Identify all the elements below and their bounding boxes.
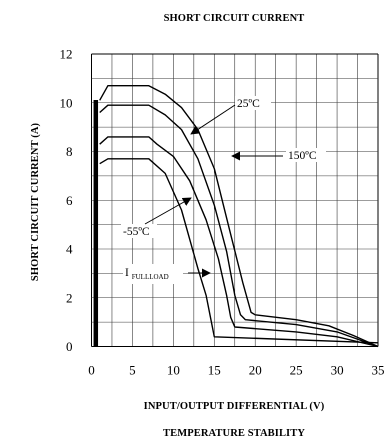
label-minus55c: -55ºC (123, 226, 150, 238)
arrow-minus55c (144, 197, 192, 225)
x-tick-label: 25 (290, 363, 303, 378)
x-tick-label: 0 (88, 363, 95, 378)
x-tick-label: 30 (331, 363, 344, 378)
series-group (99, 85, 379, 348)
label-25c: 25ºC (237, 98, 260, 110)
arrow-25c (190, 104, 236, 135)
annotations: 25ºC 150ºC -55ºC I FULLLOAD (121, 96, 326, 284)
series-line-25-c (99, 85, 379, 348)
series-line-150-c (99, 104, 379, 348)
tick-labels: 0 5 10 15 20 25 30 35 0 2 4 6 8 10 12 (60, 47, 385, 378)
label-ifullload-subscript: FULLLOAD (132, 273, 169, 281)
x-tick-label: 5 (129, 363, 136, 378)
y-tick-label: 0 (66, 339, 73, 354)
x-tick-label: 15 (208, 363, 221, 378)
chart-caption: TEMPERATURE STABILITY (163, 428, 305, 439)
y-tick-label: 12 (60, 47, 73, 62)
label-ifullload: I FULLLOAD (125, 267, 169, 281)
x-tick-label: 10 (167, 363, 180, 378)
label-ifullload-main: I (125, 267, 129, 279)
x-axis-label: INPUT/OUTPUT DIFFERENTIAL (V) (144, 401, 325, 412)
y-tick-label: 4 (66, 242, 73, 257)
y-axis-label: SHORT CIRCUIT CURRENT (A) (30, 122, 41, 281)
y-tick-label: 2 (66, 290, 73, 305)
x-tick-label: 35 (372, 363, 385, 378)
grid (91, 53, 379, 347)
y-tick-label: 8 (66, 144, 73, 159)
y-tick-label: 6 (66, 193, 73, 208)
label-150c: 150ºC (288, 150, 317, 162)
chart-title: SHORT CIRCUIT CURRENT (164, 13, 305, 24)
y-tick-label: 10 (60, 95, 73, 110)
series-line-ifullload (99, 158, 379, 344)
x-tick-label: 20 (249, 363, 262, 378)
series-line-55-c (99, 136, 379, 348)
